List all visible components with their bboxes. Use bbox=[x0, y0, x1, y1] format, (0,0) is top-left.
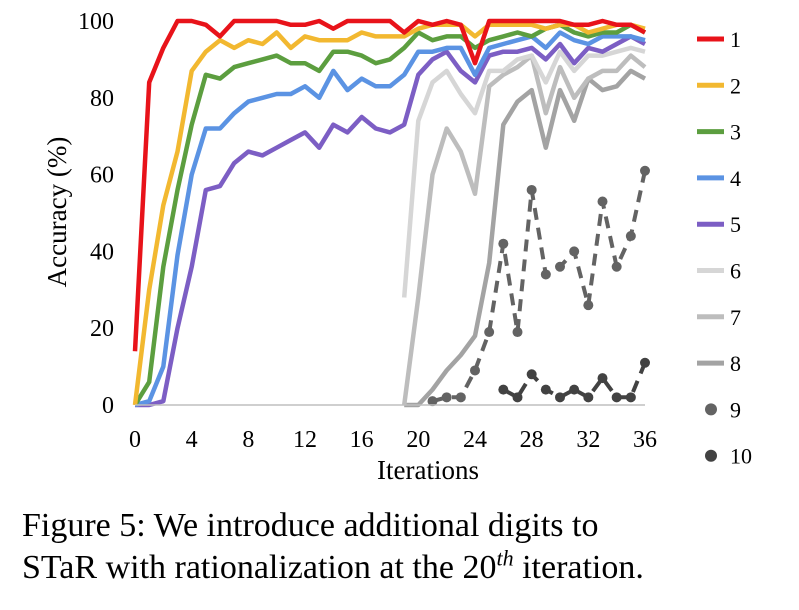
series-10-marker-8 bbox=[611, 392, 622, 403]
y-tick-label: 100 bbox=[78, 9, 114, 35]
series-10-marker-7 bbox=[597, 373, 608, 384]
plot-lines bbox=[132, 18, 650, 408]
series-9-marker-15 bbox=[640, 165, 650, 176]
series-9-marker-3 bbox=[470, 365, 480, 376]
y-tick-label: 80 bbox=[90, 86, 114, 112]
series-10-marker-2 bbox=[526, 369, 537, 380]
series-9-marker-9 bbox=[555, 261, 565, 272]
series-line-8 bbox=[404, 68, 647, 408]
figure-caption: Figure 5: We introduce additional digits… bbox=[22, 505, 792, 589]
x-axis-title: Iterations bbox=[377, 455, 479, 485]
series-9-marker-6 bbox=[512, 327, 523, 338]
legend-label-3: 3 bbox=[730, 120, 741, 145]
legend-label-5: 5 bbox=[730, 212, 741, 237]
x-tick-label: 36 bbox=[633, 427, 657, 453]
y-tick-label: 20 bbox=[90, 316, 114, 342]
series-line-2 bbox=[132, 22, 646, 406]
series-10-marker-9 bbox=[625, 392, 636, 403]
series-10-marker-4 bbox=[555, 392, 565, 403]
legend-label-1: 1 bbox=[730, 27, 741, 52]
caption-superscript: th bbox=[496, 545, 514, 571]
x-tick-label: 16 bbox=[350, 427, 374, 453]
series-line-1 bbox=[132, 18, 647, 352]
series-9-marker-10 bbox=[569, 246, 580, 257]
series-9-marker-7 bbox=[526, 184, 537, 195]
legend-marker-10 bbox=[705, 449, 717, 462]
x-tick-label: 32 bbox=[576, 427, 600, 453]
x-tick-label: 24 bbox=[463, 427, 487, 453]
series-9-marker-1 bbox=[441, 392, 452, 403]
series-9-marker-4 bbox=[484, 327, 495, 338]
x-tick-label: 12 bbox=[293, 427, 317, 453]
series-9-marker-14 bbox=[625, 231, 636, 242]
legend-label-4: 4 bbox=[730, 166, 741, 191]
legend-label-10: 10 bbox=[730, 444, 752, 469]
series-10-marker-1 bbox=[512, 392, 523, 403]
y-tick-label: 40 bbox=[90, 239, 114, 265]
x-tick-label: 8 bbox=[242, 427, 254, 453]
series-10-marker-5 bbox=[569, 384, 580, 395]
series-9-marker-0 bbox=[427, 396, 438, 407]
series-9-marker-5 bbox=[498, 238, 509, 249]
series-line-4 bbox=[134, 30, 646, 408]
legend-label-9: 9 bbox=[730, 397, 741, 422]
series-9-marker-2 bbox=[455, 392, 466, 403]
x-tick-label: 20 bbox=[406, 427, 430, 453]
legend: 1 2 3 4 5 6 7 8 9 10 bbox=[697, 27, 752, 469]
x-tick-label: 4 bbox=[186, 427, 198, 453]
legend-label-8: 8 bbox=[730, 351, 741, 376]
axes: 0 20 40 60 80 100 0 4 8 12 16 20 24 28 32 36 Iterations A… bbox=[42, 9, 657, 485]
series-line-7 bbox=[401, 53, 647, 406]
series-9-marker-12 bbox=[597, 196, 608, 207]
series-10-marker-6 bbox=[583, 392, 594, 403]
series-9-marker-13 bbox=[611, 261, 622, 272]
series-line-9 bbox=[431, 170, 647, 404]
legend-label-2: 2 bbox=[730, 73, 741, 98]
legend-label-6: 6 bbox=[730, 259, 741, 284]
x-tick-label: 28 bbox=[520, 427, 544, 453]
series-line-5 bbox=[135, 34, 647, 408]
series-line-6 bbox=[401, 45, 646, 298]
series-10-marker-3 bbox=[540, 384, 551, 395]
caption-line-2-end: iteration. bbox=[513, 549, 644, 586]
y-tick-label: 0 bbox=[102, 393, 114, 419]
x-tick-label: 0 bbox=[129, 427, 141, 453]
series-10-marker-0 bbox=[498, 384, 509, 395]
y-axis-title: Accuracy (%) bbox=[42, 137, 72, 288]
series-9-marker-8 bbox=[540, 269, 551, 280]
series-10-marker-10 bbox=[640, 357, 650, 368]
caption-line-1: Figure 5: We introduce additional digits… bbox=[22, 507, 599, 544]
caption-line-2: STaR with rationalization at the 20th it… bbox=[22, 547, 792, 589]
legend-marker-9 bbox=[705, 403, 717, 416]
caption-line-2-text: STaR with rationalization at the 20 bbox=[22, 549, 497, 586]
legend-label-7: 7 bbox=[730, 305, 741, 330]
series-9-marker-11 bbox=[583, 300, 594, 311]
y-tick-label: 60 bbox=[90, 163, 114, 189]
